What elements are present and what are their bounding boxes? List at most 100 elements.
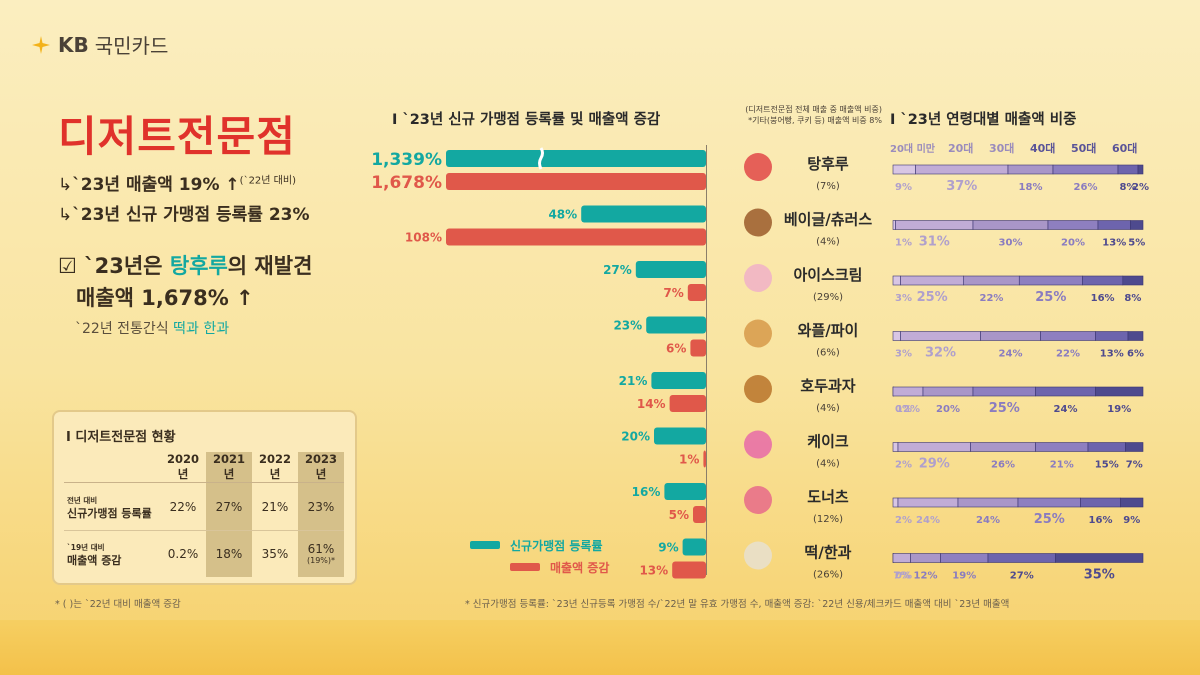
stack-value: 0%	[895, 404, 912, 415]
stack-segment	[1040, 331, 1096, 341]
stack-segment	[1035, 442, 1089, 452]
stack-value: 26%	[991, 460, 1015, 471]
stack-segment	[1017, 497, 1081, 508]
bar-label: 9%	[658, 541, 678, 555]
bar-sales-1	[446, 228, 706, 246]
bar-registration-3	[646, 316, 706, 334]
status-box: I 디저트전문점 현황 2020년 2021년 2022년 2023년 전년 대…	[52, 410, 357, 585]
tradition-line: `22년 전통간식 떡과 한과	[75, 321, 230, 337]
check-icon: ☑	[58, 254, 85, 278]
bar-label: 13%	[639, 564, 668, 578]
stack-value: 37%	[946, 179, 977, 194]
stack-segment	[895, 220, 974, 230]
footnote-right: * 신규가맹점 등록률: `23년 신규등록 가맹점 수/`22년 말 유효 가…	[465, 599, 1010, 610]
stack-segment	[957, 497, 1019, 508]
waffle-icon	[744, 319, 772, 348]
stack-value: 22%	[980, 293, 1004, 304]
ricecake-icon	[744, 541, 772, 570]
stack-segment	[892, 275, 901, 286]
bar-sales-4	[669, 395, 706, 412]
stack-value: 7%	[1126, 460, 1143, 471]
stack-segment	[892, 553, 911, 563]
page-title: 디저트전문점	[58, 112, 296, 161]
bar-label: 23%	[613, 319, 642, 333]
stack-segment	[970, 442, 1036, 452]
stack-value: 35%	[1084, 568, 1115, 583]
share-note: (디저트전문점 전체 매출 중 매출액 비중) *기타(붕어빵, 쿠키 등) 매출…	[745, 105, 882, 125]
stack-segment	[1137, 164, 1144, 175]
stack-value: 24%	[1054, 404, 1078, 415]
stack-segment	[1095, 386, 1144, 397]
stack-segment	[892, 331, 901, 341]
icecream-icon	[744, 264, 772, 292]
status-table: 2020년 2021년 2022년 2023년 전년 대비 신규가맹점 등록률 2…	[64, 452, 344, 577]
stack-segment	[1035, 386, 1096, 397]
stack-segment	[892, 386, 924, 397]
stack-value: 26%	[1074, 182, 1098, 193]
stack-value: 29%	[919, 457, 950, 472]
stack-value: 15%	[1095, 460, 1119, 471]
stack-value: 30%	[999, 238, 1023, 249]
tanghulu-icon	[744, 153, 772, 181]
table-row: 전년 대비 신규가맹점 등록률 22% 27% 21% 23%	[64, 482, 344, 531]
stack-segment	[1127, 331, 1144, 341]
axis-break-mark	[538, 147, 544, 170]
bottom-band	[0, 620, 1200, 675]
bar-label: 1,339%	[371, 150, 442, 170]
donut-icon	[744, 486, 772, 514]
stack-segment	[940, 553, 989, 563]
stack-value: 25%	[1035, 290, 1066, 305]
stack-value: 12%	[914, 571, 938, 582]
bar-registration-0	[446, 150, 706, 167]
stack-value: 5%	[1128, 238, 1145, 249]
bar-sales-6	[693, 506, 706, 523]
stack-segment	[1047, 220, 1099, 230]
stack-segment	[972, 386, 1036, 397]
bar-sales-3	[690, 339, 706, 357]
age-label: 60대	[1112, 141, 1137, 155]
category-label: 케이크	[807, 433, 849, 451]
stack-value: 20%	[1061, 238, 1085, 249]
category-label: 베이글/츄러스	[784, 211, 872, 229]
category-share: (7%)	[816, 181, 840, 192]
stack-value: 3%	[895, 349, 912, 360]
stack-value: 21%	[1050, 460, 1074, 471]
category-share: (4%)	[816, 403, 840, 414]
stack-segment	[1130, 220, 1144, 230]
category-share: (29%)	[813, 292, 843, 303]
bar-registration-7	[682, 538, 706, 556]
category-label: 떡/한과	[805, 544, 852, 562]
sales-growth-line: ↳`23년 매출액 19% ↑(`22년 대비)	[58, 175, 296, 195]
stack-value: 9%	[1123, 515, 1140, 526]
stack-value: 19%	[952, 571, 976, 582]
bar-registration-1	[581, 205, 706, 223]
stack-segment	[1120, 497, 1144, 508]
stack-value: 16%	[1091, 293, 1115, 304]
bar-label: 48%	[548, 208, 577, 222]
bar-label: 7%	[663, 286, 683, 300]
registration-rate-line: ↳`23년 신규 가맹점 등록률 23%	[58, 205, 310, 225]
legend-item-registration: 신규가맹점 등록률	[470, 534, 609, 556]
stack-value: 24%	[916, 515, 940, 526]
stack-value: 27%	[1010, 571, 1034, 582]
stack-value: 32%	[925, 346, 956, 361]
logo-name: 국민카드	[94, 34, 169, 58]
stack-segment	[900, 331, 981, 341]
stack-value: 13%	[1100, 349, 1124, 360]
stack-segment	[892, 220, 896, 230]
category-label: 호두과자	[800, 377, 855, 395]
stack-segment	[892, 164, 916, 175]
age-label: 30대	[989, 141, 1014, 155]
stack-segment	[1007, 164, 1054, 175]
bar-label: 1%	[679, 453, 699, 467]
stack-segment	[892, 497, 899, 508]
stack-segment	[1055, 553, 1144, 563]
stack-value: 25%	[917, 290, 948, 305]
footnote-left: * ( )는 `22년 대비 매출액 증감	[55, 599, 181, 610]
stack-segment	[963, 275, 1020, 286]
bar-label: 6%	[666, 342, 686, 356]
walnut-cake-icon	[744, 375, 772, 403]
stack-value: 2%	[895, 515, 912, 526]
stack-segment	[1117, 164, 1139, 175]
stack-value: 9%	[895, 182, 912, 193]
